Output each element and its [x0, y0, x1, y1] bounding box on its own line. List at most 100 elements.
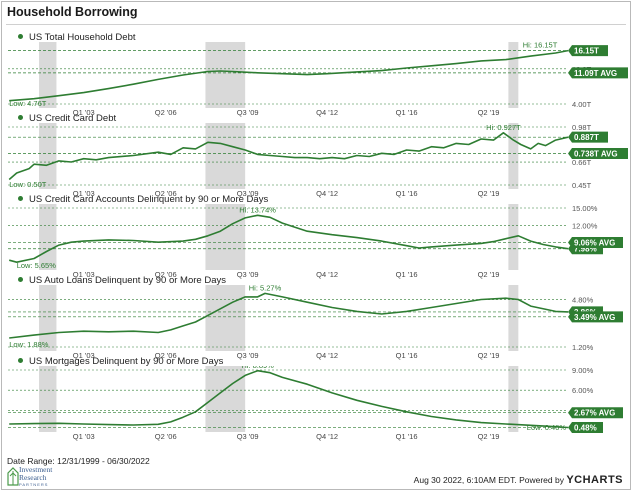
recession-band [205, 204, 246, 270]
panel-title: US Credit Card Debt [18, 113, 116, 124]
y-tick-label: 6.00% [572, 386, 594, 395]
y-tick-label: 0.45T [572, 181, 592, 190]
logo-icon [7, 467, 19, 486]
hi-label: Hi: 16.15T [523, 42, 558, 50]
low-label: Low: 5.65% [17, 261, 57, 270]
x-tick-label: Q2 '19 [478, 189, 500, 198]
avg-badge-label: 9.06% AVG [574, 238, 615, 247]
hi-label: Hi: 5.27% [249, 285, 282, 292]
x-tick-label: Q4 '12 [316, 432, 338, 441]
series-dot-icon [18, 358, 23, 363]
x-tick-label: Q4 '12 [316, 108, 338, 117]
x-tick-label: Q3 '09 [237, 270, 259, 279]
chart-credit-card-delinquent: 15.00% 12.00% Q1 '03 Q2 '06 Q3 '09 Q4 '12 Q1 '… [8, 204, 623, 279]
avg-badge [568, 67, 628, 79]
y-tick-label: 1.20% [572, 343, 594, 352]
x-tick-label: Q2 '19 [478, 351, 500, 360]
x-tick-label: Q3 '09 [237, 432, 259, 441]
avg-badge-label: 0.738T AVG [574, 149, 618, 158]
chart-auto-loans-delinquent: 4.80% 1.20% Q1 '03 Q2 '06 Q3 '09 Q4 '12 Q1 '16… [8, 285, 623, 360]
recession-band [205, 285, 246, 351]
x-tick-label: Q4 '12 [316, 189, 338, 198]
avg-badge-label: 3.49% AVG [574, 313, 615, 322]
current-badge-label: 16.15T [574, 47, 599, 56]
recession-band [508, 42, 519, 108]
panel-title-text: US Auto Loans Delinquent by 90 or More D… [29, 275, 226, 286]
timestamp: Aug 30 2022, 6:10AM EDT. [413, 475, 517, 485]
avg-badge [568, 147, 628, 159]
avg-badge [568, 311, 623, 323]
avg-badge [568, 236, 623, 248]
x-tick-label: Q3 '09 [237, 108, 259, 117]
panel-title-text: US Total Household Debt [29, 32, 136, 43]
x-tick-label: Q1 '16 [396, 189, 418, 198]
x-tick-label: Q1 '03 [73, 432, 95, 441]
series-dot-icon [18, 34, 23, 39]
attribution: Aug 30 2022, 6:10AM EDT. Powered by YCHA… [414, 474, 623, 486]
recession-band [205, 42, 246, 108]
x-tick-label: Q2 '19 [478, 432, 500, 441]
series-line [9, 369, 569, 429]
low-label: Low: 1.88% [9, 340, 49, 349]
low-label: Low: 0.46% [527, 423, 567, 432]
x-tick-label: Q1 '03 [73, 270, 95, 279]
y-tick-label: 9.00% [572, 366, 594, 375]
ycharts-brand: YCHARTS [566, 474, 623, 486]
x-tick-label: Q2 '06 [155, 270, 177, 279]
date-range: Date Range: 12/31/1999 - 06/30/2022 [7, 456, 150, 466]
x-tick-label: Q4 '12 [316, 270, 338, 279]
hi-label: Hi: 0.927T [486, 123, 521, 132]
recession-band [39, 366, 57, 432]
series-dot-icon [18, 115, 23, 120]
x-tick-label: Q1 '16 [396, 351, 418, 360]
current-badge [568, 45, 608, 57]
y-tick-label: 4.80% [572, 296, 594, 305]
x-tick-label: Q1 '16 [396, 270, 418, 279]
x-tick-label: Q3 '09 [237, 189, 259, 198]
y-tick-label: 15.00% [572, 204, 598, 213]
x-tick-label: Q1 '03 [73, 108, 95, 117]
panel-title: US Total Household Debt [18, 32, 136, 43]
x-tick-label: Q1 '03 [73, 189, 95, 198]
recession-band [508, 123, 519, 189]
y-tick-label: 0.98T [572, 123, 592, 132]
x-tick-label: Q3 '09 [237, 351, 259, 360]
x-tick-label: Q2 '06 [155, 108, 177, 117]
x-tick-label: Q1 '16 [396, 108, 418, 117]
low-label: Low: 0.50T [9, 180, 47, 189]
panel-title-text: US Mortgages Delinquent by 90 or More Da… [29, 356, 224, 367]
powered-by-label: Powered by [519, 475, 564, 485]
current-badge-label: 7.98% [574, 245, 597, 254]
recession-band [39, 123, 57, 189]
avg-badge-label: 11.09T AVG [574, 69, 617, 78]
y-tick-label: 12.00% [572, 221, 598, 230]
series-line [8, 132, 569, 181]
x-tick-label: Q2 '06 [155, 189, 177, 198]
chart-credit-card-debt: 0.45T 0.66T 0.98T Q1 '03 Q2 '06 Q3 '09 Q4 '12 Q… [8, 123, 628, 198]
recession-band [39, 42, 57, 108]
recession-band [508, 366, 519, 432]
title-divider [6, 24, 626, 25]
panel-title: US Credit Card Accounts Delinquent by 90… [18, 194, 268, 205]
page-title: Household Borrowing [7, 5, 138, 19]
x-tick-label: Q2 '06 [155, 351, 177, 360]
hi-label: Hi: 8.89% [241, 366, 274, 370]
x-tick-label: Q2 '06 [155, 432, 177, 441]
avg-badge-label: 2.67% AVG [574, 409, 615, 418]
series-dot-icon [18, 277, 23, 282]
avg-badge [568, 407, 623, 419]
current-badge [568, 421, 603, 433]
recession-band [205, 123, 246, 189]
current-badge-label: 0.887T [574, 133, 599, 142]
y-tick-label: 4.00T [572, 100, 592, 109]
x-tick-label: Q1 '03 [73, 351, 95, 360]
low-label: Low: 4.76T [9, 99, 47, 108]
series-line [9, 292, 569, 339]
logo-tagline: PARTNERS [19, 482, 49, 487]
panel-title: US Auto Loans Delinquent by 90 or More D… [18, 275, 226, 286]
x-tick-label: Q2 '19 [478, 270, 500, 279]
current-badge [568, 131, 608, 143]
logo-wordmark: Investment Research [19, 466, 52, 481]
